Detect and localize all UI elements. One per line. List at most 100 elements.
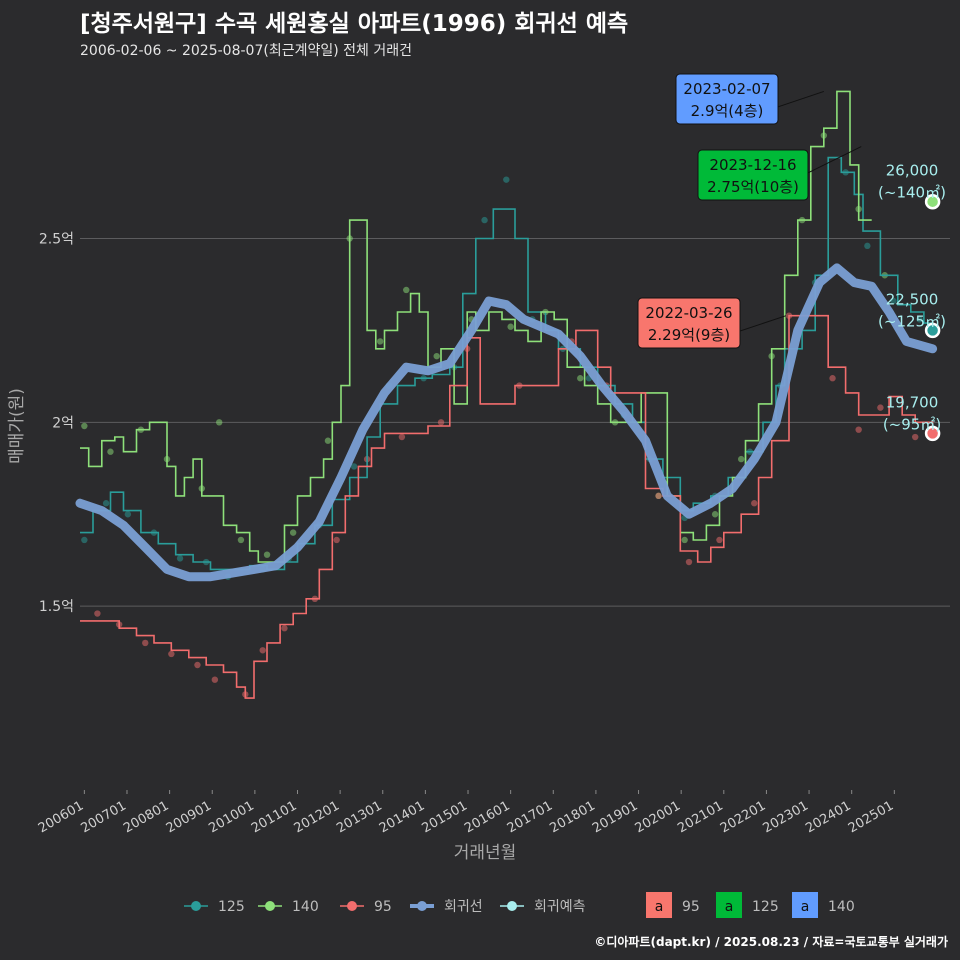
scatter-point-s140 xyxy=(237,536,245,544)
scatter-point-s125 xyxy=(481,216,488,224)
scatter-point-s95 xyxy=(168,650,175,658)
scatter-point-s140 xyxy=(107,448,114,455)
x-tick-label: 200801 xyxy=(121,798,171,836)
legend-box-label: 140 xyxy=(828,899,855,915)
callout-date: 2022-03-26 xyxy=(645,304,732,322)
scatter-point-s95 xyxy=(829,375,836,382)
legend-label: 95 xyxy=(374,899,392,915)
scatter-point-s95 xyxy=(259,647,266,654)
scatter-point-s95 xyxy=(877,404,884,411)
callout-box-label95 xyxy=(637,297,741,349)
scatter-point-s140 xyxy=(289,529,297,536)
forecast-point-s95 xyxy=(924,425,941,442)
scatter-point-s95 xyxy=(333,536,340,544)
legend-marker-s125 xyxy=(191,901,201,911)
x-tick-label: 201601 xyxy=(462,798,512,836)
legend-marker-s95 xyxy=(347,901,357,911)
scatter-point-s95 xyxy=(211,676,219,683)
scatter-point-s140 xyxy=(738,455,745,463)
x-tick-label: 201801 xyxy=(547,798,597,836)
scatter-point-s95 xyxy=(281,625,288,632)
scatter-point-s140 xyxy=(263,551,271,558)
legend-box-label95 xyxy=(646,892,672,918)
scatter-point-s125 xyxy=(503,176,510,183)
callout-box-label125 xyxy=(697,149,809,201)
scatter-point-s95 xyxy=(655,492,662,500)
y-axis-title: 매매가(원) xyxy=(7,388,27,464)
forecast-area-label: (~125㎡) xyxy=(878,312,946,330)
forecast-area-label: (~140㎡) xyxy=(878,184,946,202)
x-tick-label: 201701 xyxy=(505,798,555,836)
scatter-point-s125 xyxy=(102,500,110,507)
scatter-point-s140 xyxy=(577,375,584,382)
scatter-point-s95 xyxy=(855,426,862,433)
scatter-point-s140 xyxy=(216,419,223,426)
legend-box-label125 xyxy=(716,892,742,918)
callout-date: 2023-02-07 xyxy=(683,80,770,98)
source-caption: ©디아파트(dapt.kr) / 2025.08.23 / 자료=국토교통부 실… xyxy=(594,935,948,949)
scatter-point-s140 xyxy=(507,323,514,330)
x-tick-label: 201301 xyxy=(334,798,384,836)
x-axis-title: 거래년월 xyxy=(454,843,517,863)
scatter-point-s95 xyxy=(685,558,693,566)
x-tick-label: 202301 xyxy=(761,798,811,836)
forecast-value-label: 26,000 xyxy=(886,162,939,180)
series-line-s140 xyxy=(80,90,872,563)
scatter-point-s95 xyxy=(142,639,149,647)
forecast-point-s140 xyxy=(924,193,941,210)
series-line-s95 xyxy=(80,314,934,699)
legend-label: 회귀선 xyxy=(444,899,483,915)
x-tick-label: 202201 xyxy=(718,798,768,836)
scatter-point-s140 xyxy=(376,338,384,345)
scatter-point-s95 xyxy=(437,419,445,426)
x-tick-label: 200701 xyxy=(78,798,128,836)
scatter-point-s95 xyxy=(94,610,101,617)
legend-marker-s140 xyxy=(265,901,275,911)
x-tick-label: 201201 xyxy=(292,798,342,836)
chart-title: [청주서원구] 수곡 세원홍실 아파트(1996) 회귀선 예측 xyxy=(80,11,629,37)
scatter-point-s125 xyxy=(890,297,897,305)
scatter-point-s125 xyxy=(81,536,88,544)
legend-marker-forecast xyxy=(507,901,517,911)
x-tick-label: 201101 xyxy=(249,798,299,836)
x-tick-label: 201001 xyxy=(206,798,256,836)
forecast-value-label: 19,700 xyxy=(886,393,939,411)
x-tick-label: 201501 xyxy=(420,798,470,836)
legend-box-label140 xyxy=(792,892,818,918)
x-tick-label: 201401 xyxy=(377,798,427,836)
scatter-point-s125 xyxy=(864,242,871,250)
scatter-point-s140 xyxy=(681,536,688,544)
scatter-point-s95 xyxy=(912,433,919,441)
legend-box-label: 95 xyxy=(682,899,700,915)
scatter-point-s125 xyxy=(350,463,358,470)
scatter-point-s140 xyxy=(433,352,440,360)
chart-subtitle: 2006-02-06 ~ 2025-08-07(최근계약일) 전체 거래건 xyxy=(80,43,412,59)
legend-label: 125 xyxy=(218,899,245,915)
forecast-value-label: 22,500 xyxy=(886,290,939,308)
y-tick-label: 2억 xyxy=(52,415,74,431)
legend-box-glyph: a xyxy=(801,899,810,915)
scatter-point-s95 xyxy=(751,500,758,507)
scatter-point-s140 xyxy=(324,437,332,444)
y-tick-label: 1.5억 xyxy=(39,599,74,615)
x-tick-label: 200901 xyxy=(164,798,214,836)
legend-label: 회귀예측 xyxy=(534,899,586,915)
x-tick-label: 202501 xyxy=(846,798,896,836)
forecast-area-label: (~95㎡) xyxy=(883,415,941,433)
x-tick-label: 201901 xyxy=(590,798,640,836)
forecast-point-s125 xyxy=(924,322,941,339)
scatter-point-s140 xyxy=(81,422,88,430)
legend-label: 140 xyxy=(292,899,319,915)
y-tick-label: 2.5억 xyxy=(39,231,74,247)
legend-marker-regression xyxy=(417,901,427,911)
callout-box-label140 xyxy=(675,73,779,125)
legend-box-label: 125 xyxy=(752,899,779,915)
scatter-point-s125 xyxy=(916,316,923,323)
scatter-point-s125 xyxy=(124,511,132,518)
scatter-point-s140 xyxy=(403,286,410,294)
callout-date: 2023-12-16 xyxy=(709,156,796,174)
x-tick-label: 202101 xyxy=(675,798,725,836)
x-tick-label: 200601 xyxy=(36,798,86,836)
x-tick-label: 202001 xyxy=(633,798,683,836)
